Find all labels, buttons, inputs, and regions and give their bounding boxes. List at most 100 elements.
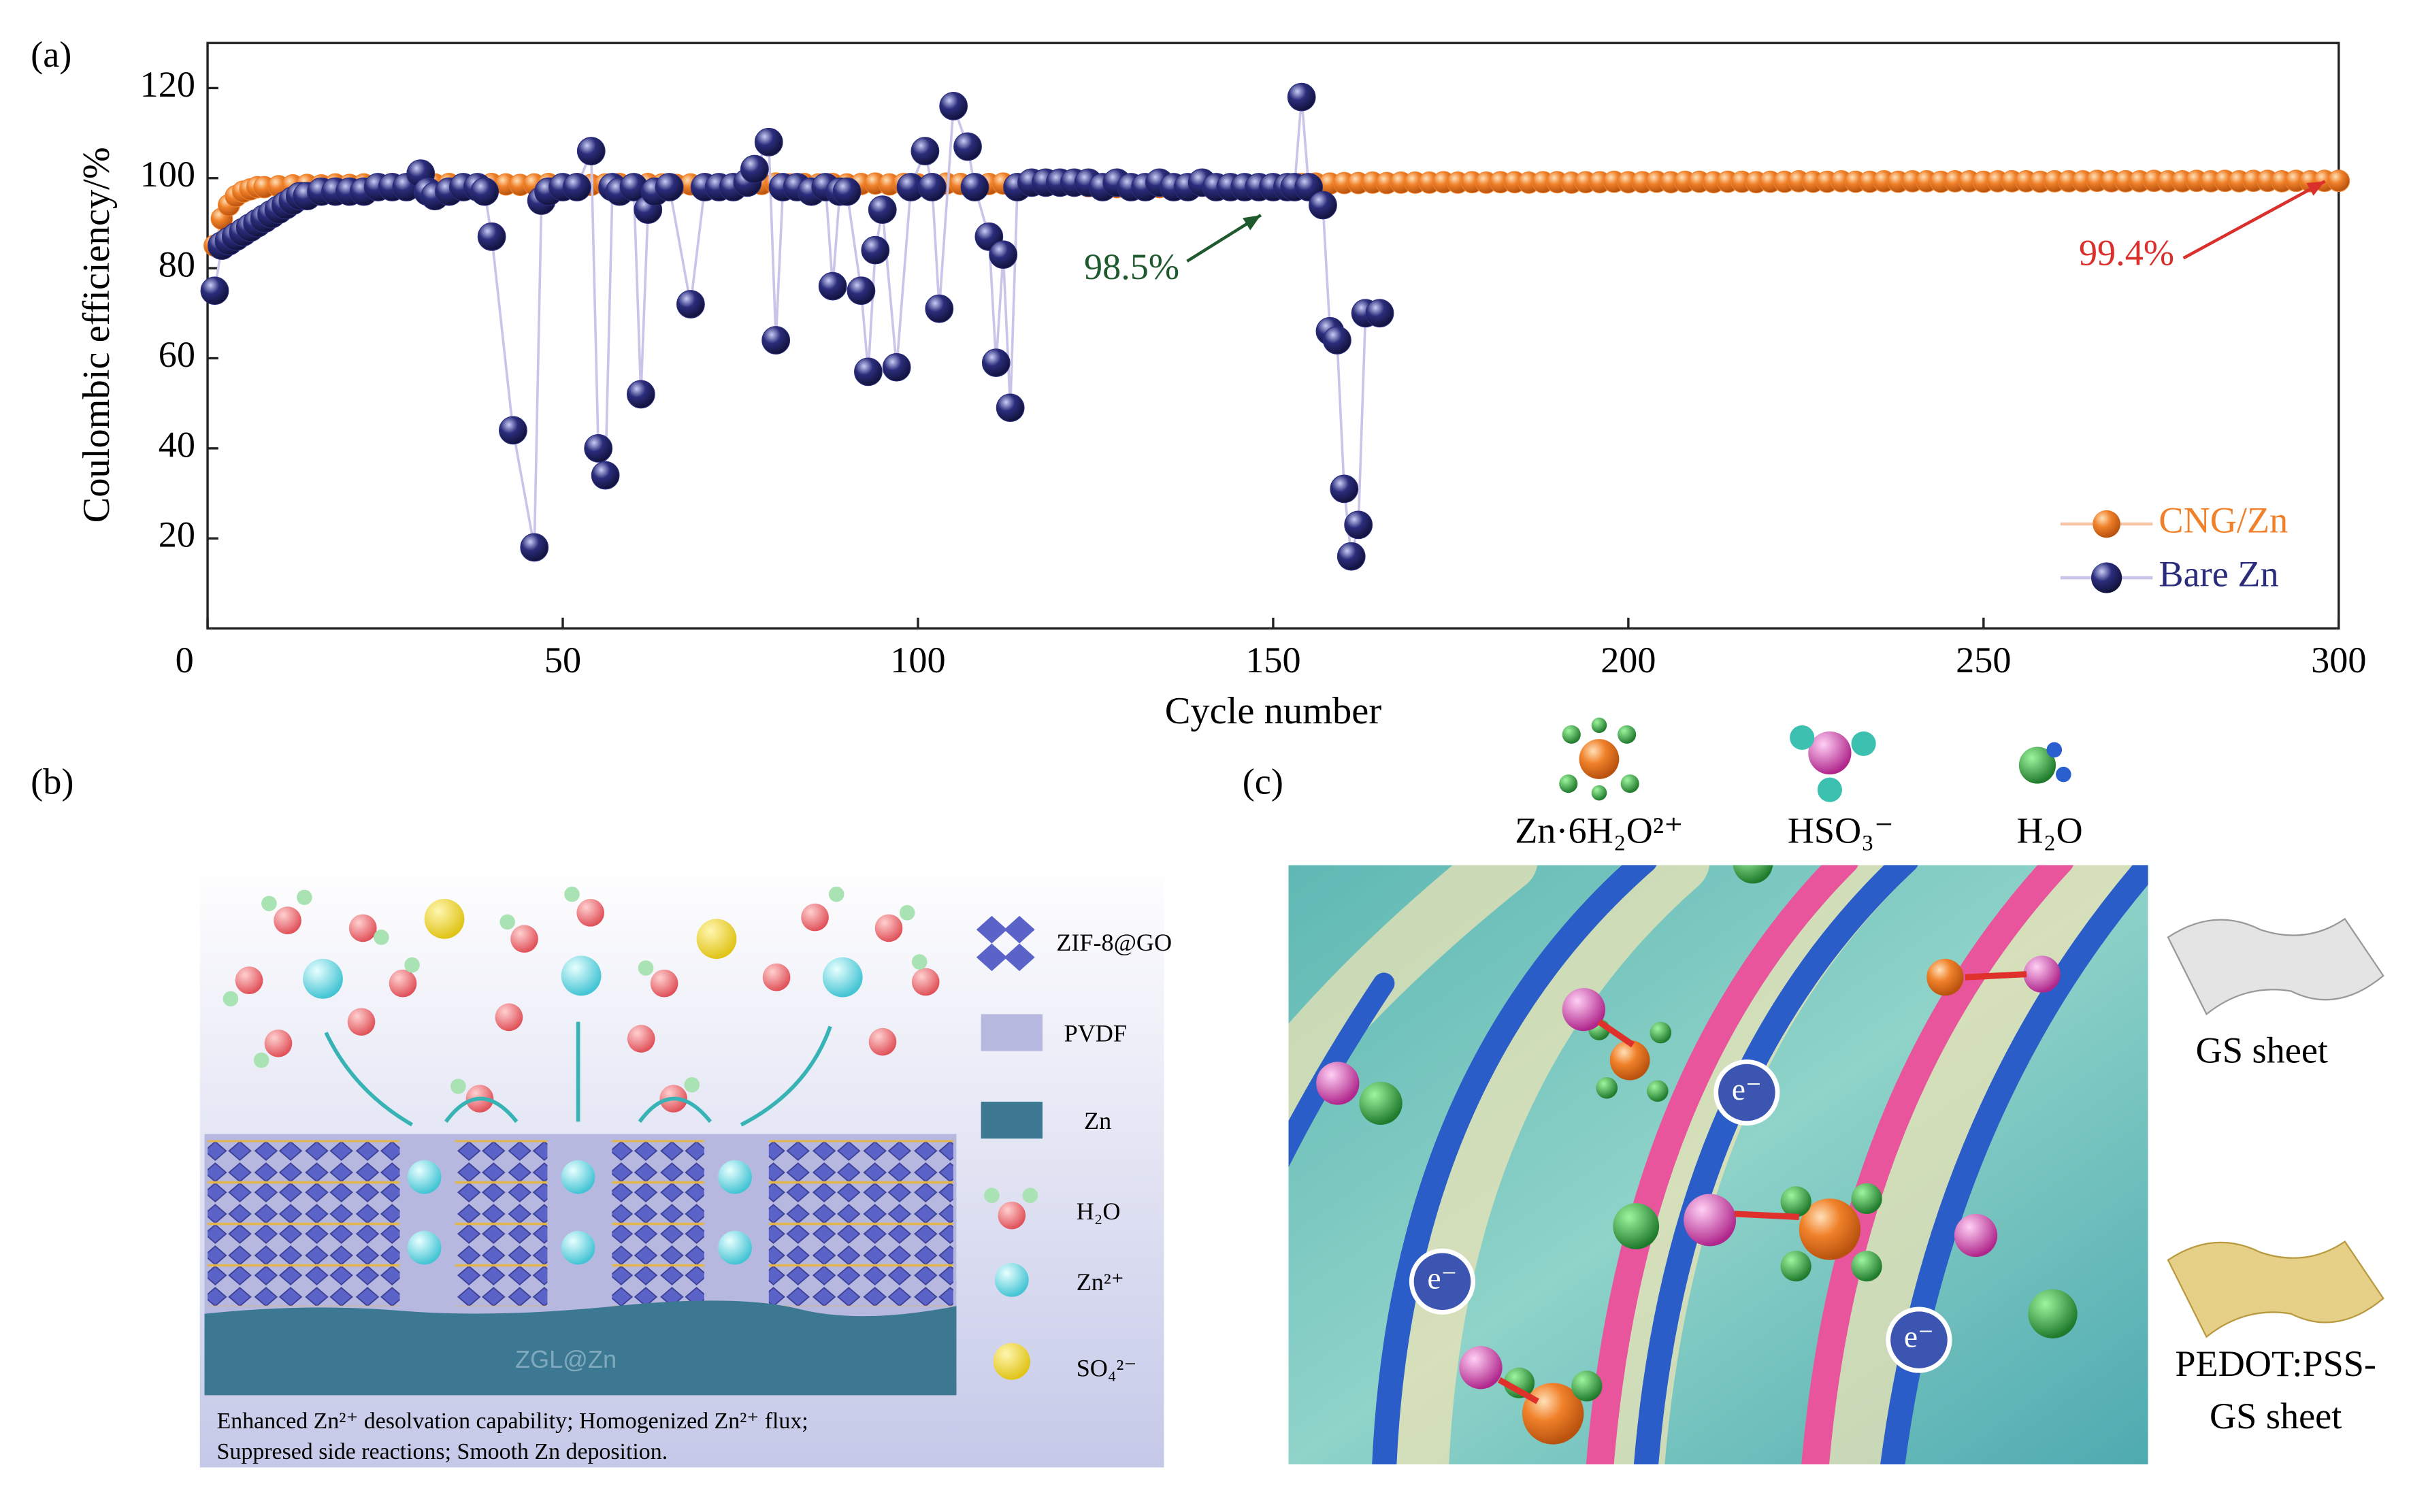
sheet-label: PEDOT:PSS- <box>2175 1343 2376 1384</box>
panel-b: (b) ZGL@Zn ZIF-8@GO PVDF Zn H₂O Zn²⁺ SO₄… <box>31 761 1172 1468</box>
data-point <box>832 177 862 206</box>
legend-label: CNG/Zn <box>2159 499 2288 540</box>
data-point <box>960 173 989 201</box>
data-point <box>981 348 1011 377</box>
electron-label: e⁻ <box>1732 1072 1762 1106</box>
data-point <box>1322 326 1351 355</box>
sheet-label: GS sheet <box>2196 1030 2328 1071</box>
zif-block <box>455 1140 548 1306</box>
data-point <box>1336 542 1366 571</box>
data-point <box>818 272 847 301</box>
species-label: Zn·6H₂O²⁺ <box>1515 810 1684 851</box>
caption: Suppresed side reactions; Smooth Zn depo… <box>217 1439 668 1464</box>
legend-label: PVDF <box>1064 1019 1127 1047</box>
data-point <box>584 433 613 463</box>
data-point <box>847 276 876 306</box>
x-axis-title: Cycle number <box>1165 690 1382 732</box>
data-point <box>882 352 911 382</box>
legend-label: ZIF-8@GO <box>1056 929 1172 956</box>
annotation-arrow <box>2182 180 2326 260</box>
legend-label: Bare Zn <box>2159 554 2278 595</box>
data-point <box>2327 169 2350 193</box>
data-point <box>861 235 890 265</box>
data-point <box>996 393 1025 423</box>
x-tick-label: 0 <box>176 640 194 680</box>
y-axis-title: Coulombic efficiency/% <box>76 147 118 523</box>
electron-label: e⁻ <box>1428 1262 1458 1296</box>
icon <box>1790 725 1876 802</box>
legend-marker <box>2091 562 2122 593</box>
y-tick-label: 120 <box>140 64 195 105</box>
data-point <box>1344 510 1373 540</box>
data-point <box>676 290 705 318</box>
legend-label: Zn <box>1084 1107 1111 1134</box>
annotation-arrowhead <box>1243 215 1261 231</box>
sulfate-ions <box>424 899 737 959</box>
water-molecules <box>235 899 940 1113</box>
data-point <box>591 461 620 490</box>
data-point <box>499 416 527 445</box>
zn-layer <box>204 1300 957 1396</box>
data-point <box>917 173 947 201</box>
y-tick-label: 60 <box>159 334 195 375</box>
data-point <box>520 533 549 562</box>
electrons: e⁻ e⁻ e⁻ e⁻ <box>1409 1059 1952 1373</box>
pedot-sheet-icon <box>2167 1240 2384 1338</box>
annotation-arrowhead <box>2306 181 2325 196</box>
zn-ions <box>303 955 863 1265</box>
x-tick-label: 250 <box>1956 640 2011 680</box>
data-point <box>740 154 769 184</box>
data-point <box>911 137 940 165</box>
series-line <box>213 97 1380 557</box>
sheet-label: GS sheet <box>2210 1396 2342 1436</box>
x-tick-label: 150 <box>1245 640 1300 680</box>
annotation: 98.5% <box>1084 246 1179 287</box>
x-tick-label: 300 <box>2311 640 2366 680</box>
data-point <box>477 222 506 251</box>
panel-c: (c) Zn·6H₂O²⁺ HSO₃⁻ H₂O e⁻ e⁻ e⁻ e⁻ GS s… <box>1243 717 2384 1464</box>
panel-label: (b) <box>31 761 73 802</box>
caption: Enhanced Zn²⁺ desolvation capability; Ho… <box>217 1409 808 1434</box>
icon <box>2046 742 2071 783</box>
mechanism-image <box>1288 865 2148 1464</box>
data-point <box>953 132 982 161</box>
data-point <box>853 357 883 387</box>
data-point <box>754 127 783 157</box>
x-tick-label: 100 <box>890 640 945 680</box>
data-point <box>1330 474 1359 504</box>
data-point <box>761 326 791 355</box>
data-point <box>1287 82 1316 112</box>
flux-arrows <box>324 1021 832 1127</box>
legend-label: Zn²⁺ <box>1077 1268 1124 1296</box>
zif-block <box>612 1140 704 1306</box>
icon <box>2018 746 2056 784</box>
data-point <box>200 276 229 306</box>
legend-label: H₂O <box>1077 1198 1121 1225</box>
legend-labels: ZIF-8@GO PVDF Zn H₂O Zn²⁺ SO₄²⁻ <box>1056 929 1172 1381</box>
icon <box>1559 717 1639 801</box>
panel-label: (c) <box>1243 761 1283 802</box>
gs-sheet-icon <box>2167 917 2384 1016</box>
icon <box>1579 739 1620 779</box>
annotation: 99.4% <box>2079 233 2174 274</box>
data-point <box>989 240 1018 269</box>
y-tick-label: 100 <box>140 154 195 195</box>
legend-marker <box>2093 510 2120 538</box>
y-tick-label: 40 <box>159 424 195 465</box>
zif-block <box>768 1140 953 1306</box>
x-tick-label: 50 <box>544 640 581 680</box>
electron-label: e⁻ <box>1904 1319 1934 1353</box>
icon <box>1808 731 1852 775</box>
data-point <box>626 380 655 409</box>
data-point <box>562 173 591 201</box>
data-point <box>655 173 684 201</box>
species-label: H₂O <box>2016 810 2082 851</box>
data-point <box>868 195 897 224</box>
data-point <box>1365 299 1394 328</box>
data-point <box>1309 191 1337 220</box>
water-h-atoms <box>223 886 928 1094</box>
data-point <box>576 137 606 165</box>
species-label: HSO₃⁻ <box>1788 810 1894 851</box>
data-point <box>470 177 499 206</box>
